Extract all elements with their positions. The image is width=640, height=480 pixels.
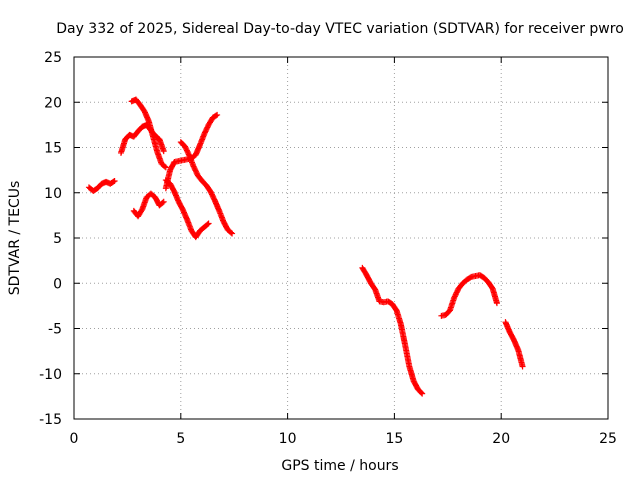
y-tick-label: 5 [53,231,62,247]
x-tick-label: 25 [599,431,617,447]
data-point [419,390,426,397]
data-point-fill [159,199,166,206]
data-point [111,177,118,184]
data-point-fill [213,112,220,119]
series-s7 [177,139,236,237]
data-points [85,96,526,397]
data-point-fill [110,178,117,185]
data-point [214,111,221,118]
data-point-fill [227,229,234,236]
x-tick-label: 10 [279,431,297,447]
x-tick-label: 20 [492,431,510,447]
data-point [229,230,236,237]
series-s10 [502,319,526,370]
data-point [162,164,169,171]
series-s8 [359,264,426,397]
series-s3 [128,96,169,171]
data-point [160,198,167,205]
series-s6 [162,111,221,192]
y-tick-label: 20 [44,95,62,111]
data-point-fill [185,151,192,158]
data-point-fill [418,389,425,396]
series-s1 [85,177,118,194]
y-tick-label: 25 [44,50,62,66]
data-point [205,220,212,227]
x-axis-label: GPS time / hours [281,458,398,474]
data-point [519,363,526,370]
data-point [160,148,167,155]
series-s4 [130,190,167,220]
y-tick-label: -15 [39,412,62,428]
y-tick-label: 10 [44,186,62,202]
y-axis-label: SDTVAR / TECUs [7,181,23,296]
data-point-fill [204,221,211,228]
x-tick-label: 0 [70,431,79,447]
y-tick-label: -5 [48,322,62,338]
data-point [493,300,500,307]
data-point-fill [161,163,168,170]
x-tick-label: 15 [385,431,403,447]
y-tick-label: -10 [39,367,62,383]
series-s9 [438,272,500,319]
y-tick-label: 0 [53,276,62,292]
x-tick-label: 5 [176,431,185,447]
axis-ticks: 0 5 10 15 20 25 -15 -10 -5 0 5 10 15 20 25 [39,50,617,447]
chart-title: Day 332 of 2025, Sidereal Day-to-day VTE… [56,21,624,37]
grid [74,57,608,419]
y-tick-label: 15 [44,141,62,157]
